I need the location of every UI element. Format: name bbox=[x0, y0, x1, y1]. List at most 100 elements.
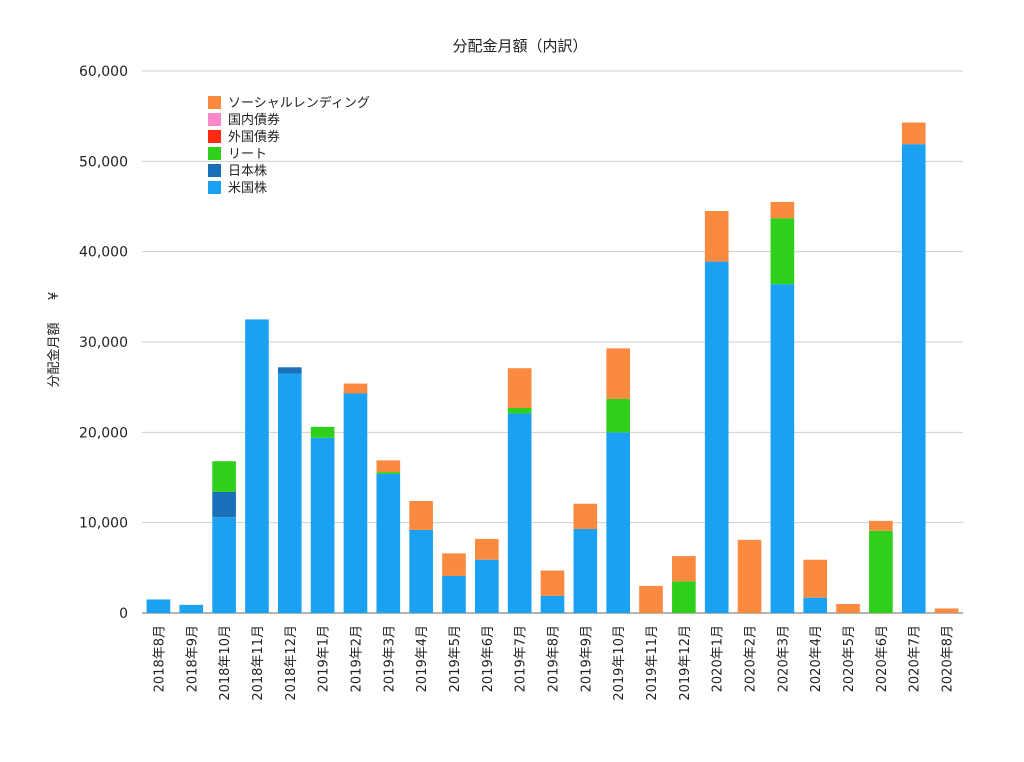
bar-segment bbox=[540, 570, 565, 596]
bar-segment bbox=[376, 473, 401, 613]
bar-segment bbox=[409, 529, 433, 613]
x-tick-label: 2018年9月 bbox=[185, 625, 200, 692]
bar-segment bbox=[212, 491, 236, 518]
bar-segment bbox=[474, 559, 499, 613]
bar-segment bbox=[737, 539, 762, 613]
y-tick-label: 20,000 bbox=[79, 425, 128, 441]
x-tick-label: 2019年8月 bbox=[547, 625, 562, 692]
bar-segment bbox=[179, 604, 204, 613]
bar-segment bbox=[573, 528, 598, 613]
x-tick-label: 2020年2月 bbox=[744, 625, 759, 692]
x-tick-label: 2020年5月 bbox=[842, 625, 857, 692]
legend-label: 日本株 bbox=[228, 164, 267, 179]
x-tick-label: 2019年4月 bbox=[415, 625, 430, 692]
x-tick-label: 2019年2月 bbox=[349, 625, 364, 692]
bar-segment bbox=[245, 319, 269, 613]
bar-segment bbox=[803, 559, 828, 598]
x-tick-label: 2019年10月 bbox=[612, 625, 627, 701]
bar-segment bbox=[343, 393, 368, 613]
bar-segment bbox=[606, 398, 631, 433]
bar-segment bbox=[704, 211, 729, 262]
x-tick-label: 2020年3月 bbox=[776, 625, 791, 692]
bar-segment bbox=[442, 553, 466, 576]
legend-swatch bbox=[208, 164, 221, 177]
x-tick-label: 2019年3月 bbox=[382, 625, 397, 692]
y-tick-label: 10,000 bbox=[79, 516, 128, 532]
x-tick-label: 2020年7月 bbox=[908, 625, 923, 692]
bar-segment bbox=[507, 407, 532, 414]
bar-segment bbox=[934, 608, 959, 613]
bar-segment bbox=[606, 348, 631, 399]
bar-segment bbox=[212, 517, 236, 613]
x-tick-label: 2020年4月 bbox=[809, 625, 824, 692]
legend-label: リート bbox=[228, 147, 267, 162]
legend-swatch bbox=[208, 181, 221, 194]
bar-segment bbox=[310, 437, 335, 613]
legend-label: 国内債券 bbox=[228, 112, 280, 128]
x-tick-label: 2018年11月 bbox=[251, 625, 266, 701]
y-axis-unit: ¥ bbox=[47, 292, 62, 300]
x-tick-label: 2018年12月 bbox=[284, 625, 299, 701]
bar-segment bbox=[277, 367, 302, 374]
bar-segment bbox=[770, 218, 795, 285]
bar-segment bbox=[869, 530, 893, 613]
bar-segment bbox=[836, 603, 860, 613]
bar-segment bbox=[540, 595, 565, 613]
bars bbox=[146, 122, 959, 614]
bar-segment bbox=[803, 597, 828, 613]
y-tick-label: 60,000 bbox=[79, 64, 128, 80]
bar-segment bbox=[310, 426, 335, 438]
bar-segment bbox=[146, 599, 171, 613]
bar-segment bbox=[770, 201, 795, 219]
bar-segment bbox=[901, 144, 926, 614]
x-tick-label: 2019年12月 bbox=[678, 625, 693, 701]
x-tick-label: 2019年6月 bbox=[481, 625, 496, 692]
bar-segment bbox=[672, 556, 696, 582]
bar-segment bbox=[606, 432, 631, 613]
legend-swatch bbox=[208, 96, 221, 109]
bar-segment bbox=[409, 500, 433, 530]
x-tick-label: 2020年1月 bbox=[711, 625, 726, 692]
bar-segment bbox=[573, 503, 598, 529]
x-tick-label: 2020年6月 bbox=[875, 625, 890, 692]
x-tick-label: 2019年9月 bbox=[579, 625, 594, 692]
bar-segment bbox=[442, 575, 466, 613]
legend-swatch bbox=[208, 147, 221, 160]
y-axis-title: 分配金月額 ¥ bbox=[46, 292, 62, 388]
x-tick-label: 2018年8月 bbox=[152, 625, 167, 692]
legend-label: 米国株 bbox=[228, 181, 267, 196]
bar-segment bbox=[507, 368, 532, 408]
chart-title: 分配金月額（内訳） bbox=[452, 37, 587, 55]
y-tick-label: 30,000 bbox=[79, 335, 128, 351]
bar-segment bbox=[474, 538, 499, 560]
bar-segment bbox=[639, 585, 663, 613]
bar-segment bbox=[277, 373, 302, 613]
legend-label: ソーシャルレンディング bbox=[228, 95, 370, 111]
bar-segment bbox=[770, 284, 795, 613]
bar-segment bbox=[901, 122, 926, 145]
x-tick-label: 2019年7月 bbox=[514, 625, 529, 692]
bar-segment bbox=[672, 581, 696, 613]
x-tick-label: 2019年5月 bbox=[448, 625, 463, 692]
y-tick-label: 0 bbox=[119, 606, 128, 622]
y-tick-label: 40,000 bbox=[79, 245, 128, 261]
x-tick-label: 2018年10月 bbox=[218, 625, 233, 701]
bar-segment bbox=[212, 461, 236, 492]
y-axis-title-text: 分配金月額 bbox=[46, 322, 62, 387]
bar-segment bbox=[376, 460, 401, 473]
bar-segment bbox=[869, 520, 893, 531]
bar-segment bbox=[704, 261, 729, 613]
x-tick-label: 2020年8月 bbox=[941, 625, 956, 692]
x-axis-ticks: 2018年8月 2018年9月 2018年10月 2018年11月 2018年12月 20… bbox=[152, 625, 955, 701]
bar-segment bbox=[507, 413, 532, 613]
x-tick-label: 2019年1月 bbox=[317, 625, 332, 692]
y-axis-ticks: 0 10,000 20,000 30,000 40,000 50,000 60,000 bbox=[79, 64, 128, 622]
legend-label: 外国債券 bbox=[228, 129, 280, 145]
y-tick-label: 50,000 bbox=[79, 154, 128, 170]
legend-swatch bbox=[208, 113, 221, 126]
x-tick-label: 2019年11月 bbox=[645, 625, 660, 701]
legend-swatch bbox=[208, 130, 221, 143]
